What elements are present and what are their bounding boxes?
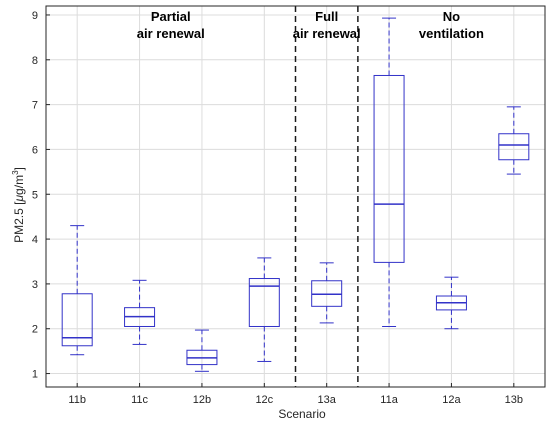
x-axis-ticks: 11b 11c 12b 12c 13a 11a 12a 13b — [68, 383, 523, 406]
y-tick-label: 4 — [32, 234, 38, 246]
y-axis-label: PM2.5 [μg/m3] — [11, 167, 26, 243]
y-tick-label: 9 — [32, 10, 38, 22]
x-tick-label: 12c — [255, 394, 273, 406]
region-label-line2: air renewal — [137, 26, 205, 41]
x-tick-label: 13b — [505, 394, 523, 406]
y-tick-label: 7 — [32, 100, 38, 112]
plot-frame — [45, 5, 546, 388]
box-12a — [435, 276, 467, 330]
box-body — [61, 293, 93, 347]
y-tick-label: 2 — [32, 324, 38, 336]
region-label-line2: ventilation — [419, 26, 484, 41]
region-label-line2: air renewal — [293, 26, 361, 41]
box-body — [498, 133, 530, 161]
region-label-line1: No — [443, 9, 460, 24]
y-axis-label-close: ] — [12, 167, 26, 170]
y-tick-label: 3 — [32, 279, 38, 291]
box-11c — [124, 279, 156, 345]
x-tick-label: 11a — [380, 394, 398, 406]
y-tick-label: 5 — [32, 189, 38, 201]
y-axis-label-main: PM2.5 [ — [12, 201, 26, 243]
y-tick-label: 1 — [32, 369, 38, 381]
region-labels: Partial air renewal Full air renewal No venti… — [137, 9, 484, 41]
box-13b — [498, 106, 530, 175]
x-tick-label: 12b — [193, 394, 211, 406]
x-tick-label: 11b — [68, 394, 86, 406]
region-label-line1: Partial — [151, 9, 191, 24]
box-11a — [373, 17, 405, 327]
y-axis-label-exponent: 3 — [11, 170, 20, 175]
region-label-line1: Full — [315, 9, 338, 24]
y-axis-ticks: 1 2 3 4 5 6 7 8 9 — [32, 10, 50, 381]
box-12b — [186, 329, 218, 372]
y-axis-label-unit: g/m — [12, 175, 26, 195]
box-body — [373, 74, 405, 263]
box-11b — [61, 225, 93, 356]
y-axis-label-mu: μ — [12, 195, 26, 203]
box-13a — [311, 262, 343, 324]
box-body — [248, 278, 280, 327]
region-separators — [294, 6, 359, 387]
x-axis-label: Scenario — [278, 407, 326, 421]
y-tick-label: 8 — [32, 55, 38, 67]
x-tick-label: 12a — [442, 394, 461, 406]
x-tick-label: 11c — [131, 394, 148, 406]
y-tick-label: 6 — [32, 144, 38, 156]
box-series — [61, 17, 530, 372]
x-tick-label: 13a — [318, 394, 337, 406]
box-12c — [248, 257, 280, 362]
